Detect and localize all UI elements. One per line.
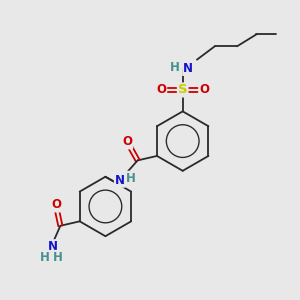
Text: N: N xyxy=(115,174,125,187)
Text: O: O xyxy=(122,136,132,148)
Text: H: H xyxy=(52,251,62,264)
Text: H: H xyxy=(40,251,50,264)
Text: O: O xyxy=(51,199,61,212)
Text: N: N xyxy=(183,62,193,75)
Text: O: O xyxy=(199,83,209,97)
Text: H: H xyxy=(170,61,180,74)
Text: S: S xyxy=(178,83,188,97)
Text: N: N xyxy=(48,240,58,253)
Text: O: O xyxy=(156,83,166,97)
Text: H: H xyxy=(126,172,136,185)
